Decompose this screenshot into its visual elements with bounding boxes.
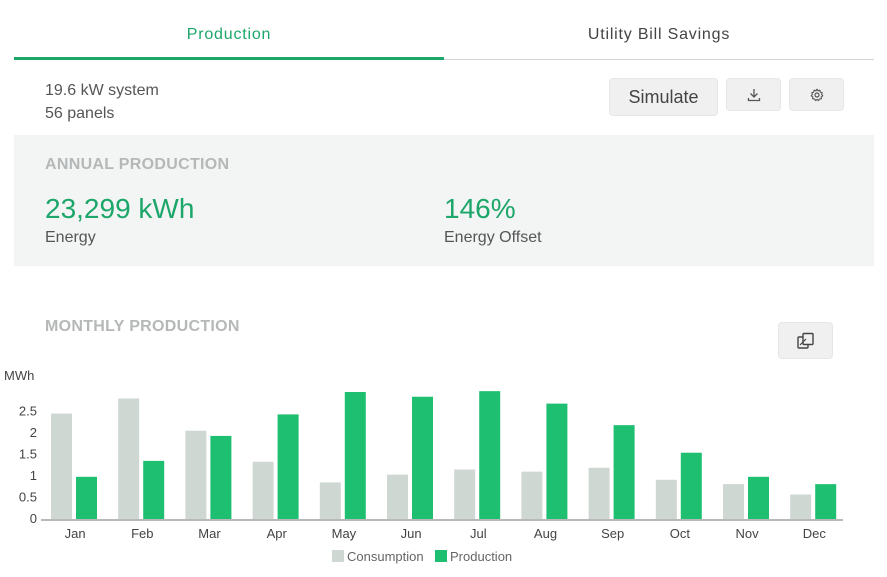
y-axis-label: MWh bbox=[4, 368, 34, 383]
consumption-bar-mar bbox=[185, 430, 207, 519]
consumption-bar-nov bbox=[723, 484, 744, 519]
consumption-bar-jul bbox=[454, 469, 476, 519]
legend-label-consumption: Consumption bbox=[347, 549, 424, 564]
consumption-bar-sep bbox=[588, 467, 610, 519]
y-tick-label: 0.5 bbox=[19, 489, 37, 504]
system-info: 19.6 kW system 56 panels bbox=[45, 79, 159, 125]
monthly-production-chart: MWh 0 0.5 1 1.5 2 2.5 Jan Feb Mar Apr May Jun Jul Aug S… bbox=[4, 368, 843, 564]
monthly-production-title: MONTHLY PRODUCTION bbox=[45, 318, 240, 335]
x-tick-label: Jan bbox=[65, 526, 86, 541]
x-tick-label: Sep bbox=[601, 526, 624, 541]
annual-production-title: ANNUAL PRODUCTION bbox=[45, 156, 230, 173]
x-tick-label: May bbox=[332, 526, 357, 541]
download-icon bbox=[747, 88, 760, 101]
copy-icon bbox=[796, 332, 814, 349]
production-bar-nov bbox=[748, 476, 769, 519]
x-tick-label: Nov bbox=[736, 526, 760, 541]
production-bar-aug bbox=[546, 403, 568, 519]
y-tick-label: 2 bbox=[30, 425, 37, 440]
legend-label-production: Production bbox=[450, 549, 512, 564]
energy-value: 23,299 kWh bbox=[45, 193, 195, 224]
consumption-bar-may bbox=[319, 482, 341, 519]
x-tick-label: Dec bbox=[803, 526, 827, 541]
y-tick-label: 1.5 bbox=[19, 446, 37, 461]
legend-swatch-consumption bbox=[332, 550, 344, 562]
y-tick-label: 2.5 bbox=[19, 403, 37, 418]
production-bar-may bbox=[344, 392, 366, 519]
production-bar-mar bbox=[210, 435, 232, 519]
x-tick-label: Mar bbox=[198, 526, 221, 541]
production-bar-dec bbox=[815, 484, 837, 519]
consumption-bar-oct bbox=[655, 479, 677, 519]
consumption-bar-feb bbox=[118, 398, 140, 519]
panel-count: 56 panels bbox=[45, 105, 115, 122]
production-bar-jan bbox=[76, 476, 97, 519]
production-bar-oct bbox=[680, 452, 702, 519]
offset-value: 146% bbox=[444, 193, 516, 224]
consumption-bar-jan bbox=[51, 413, 72, 519]
x-tick-label: Feb bbox=[131, 526, 153, 541]
x-tick-label: Apr bbox=[267, 526, 288, 541]
x-tick-label: Jul bbox=[470, 526, 487, 541]
tab-production[interactable]: Production bbox=[14, 10, 444, 60]
consumption-bar-apr bbox=[252, 461, 274, 519]
production-bar-sep bbox=[613, 425, 635, 519]
y-tick-label: 1 bbox=[30, 468, 37, 483]
production-bar-feb bbox=[143, 460, 165, 519]
production-bar-jul bbox=[479, 391, 501, 519]
consumption-bar-jun bbox=[387, 474, 408, 519]
download-button[interactable] bbox=[726, 78, 781, 111]
system-size: 19.6 kW system bbox=[45, 82, 159, 99]
production-bar-jun bbox=[412, 396, 433, 519]
consumption-bar-aug bbox=[521, 471, 543, 519]
settings-button[interactable] bbox=[789, 78, 844, 111]
offset-label: Energy Offset bbox=[444, 229, 542, 246]
y-tick-label: 0 bbox=[30, 511, 37, 526]
consumption-bar-dec bbox=[790, 494, 812, 519]
offset-stat: 146% Energy Offset bbox=[444, 193, 542, 247]
copy-button[interactable] bbox=[778, 322, 833, 359]
x-tick-label: Jun bbox=[401, 526, 422, 541]
tab-bar: Production Utility Bill Savings bbox=[14, 10, 874, 60]
x-tick-label: Oct bbox=[670, 526, 691, 541]
gear-icon bbox=[810, 88, 823, 101]
tab-utility-bill-savings[interactable]: Utility Bill Savings bbox=[587, 25, 731, 43]
energy-stat: 23,299 kWh Energy bbox=[45, 193, 194, 247]
simulate-button[interactable]: Simulate bbox=[609, 78, 718, 116]
production-bar-apr bbox=[277, 414, 299, 519]
legend-swatch-production bbox=[435, 550, 447, 562]
energy-label: Energy bbox=[45, 229, 96, 246]
x-tick-label: Aug bbox=[534, 526, 557, 541]
annual-production-panel: ANNUAL PRODUCTION 23,299 kWh Energy 146%… bbox=[14, 135, 874, 266]
